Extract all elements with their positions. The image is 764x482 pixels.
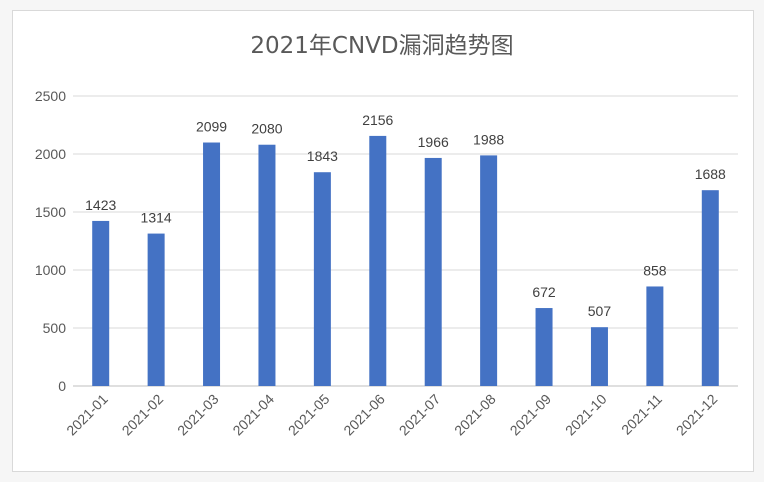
x-axis-ticks: 2021-01 2021-02 2021-03 2021-04 2021-05 2021-… bbox=[63, 391, 720, 439]
gridlines bbox=[73, 95, 738, 387]
x-tick-label: 2021-01 bbox=[63, 391, 111, 439]
x-tick-label: 2021-10 bbox=[562, 391, 610, 439]
data-label: 2080 bbox=[251, 121, 282, 137]
bar bbox=[147, 233, 165, 386]
data-label: 672 bbox=[532, 284, 556, 300]
data-label: 1423 bbox=[85, 197, 116, 213]
x-tick-label: 2021-12 bbox=[673, 391, 721, 439]
bar bbox=[480, 155, 498, 386]
data-label: 2099 bbox=[196, 119, 227, 135]
y-tick-label: 500 bbox=[43, 320, 67, 336]
y-tick-label: 0 bbox=[58, 378, 66, 394]
bar bbox=[701, 190, 719, 386]
x-tick-label: 2021-09 bbox=[507, 391, 555, 439]
x-tick-label: 2021-06 bbox=[340, 391, 388, 439]
data-label: 1688 bbox=[695, 166, 726, 182]
x-tick-label: 2021-03 bbox=[174, 391, 222, 439]
data-label: 507 bbox=[588, 303, 612, 319]
x-tick-label: 2021-05 bbox=[285, 391, 333, 439]
x-tick-label: 2021-08 bbox=[451, 391, 499, 439]
bar bbox=[646, 286, 664, 386]
bar bbox=[92, 220, 110, 386]
x-tick-label: 2021-07 bbox=[396, 391, 444, 439]
bar bbox=[203, 142, 221, 386]
data-labels: 1423 1314 2099 2080 1843 2156 1966 1988 672 507 85… bbox=[85, 112, 726, 319]
chart-title: 2021年CNVD漏洞趋势图 bbox=[250, 33, 514, 59]
bar bbox=[313, 172, 331, 386]
bar bbox=[590, 327, 608, 386]
x-tick-label: 2021-11 bbox=[618, 391, 665, 438]
bars bbox=[92, 135, 719, 386]
data-label: 1966 bbox=[418, 134, 449, 150]
data-label: 1314 bbox=[141, 210, 172, 226]
bar bbox=[258, 144, 276, 386]
data-label: 2156 bbox=[362, 112, 393, 128]
y-tick-label: 1000 bbox=[35, 262, 66, 278]
y-tick-label: 1500 bbox=[35, 204, 66, 220]
data-label: 1843 bbox=[307, 148, 338, 164]
y-tick-label: 2000 bbox=[35, 146, 66, 162]
bar bbox=[535, 308, 553, 386]
y-tick-label: 2500 bbox=[35, 88, 66, 104]
x-tick-label: 2021-04 bbox=[229, 391, 277, 439]
y-axis-ticks: 0 500 1000 1500 2000 2500 bbox=[35, 88, 66, 394]
data-label: 1988 bbox=[473, 131, 504, 147]
data-label: 858 bbox=[643, 262, 667, 278]
bar bbox=[369, 135, 387, 386]
x-tick-label: 2021-02 bbox=[119, 391, 167, 439]
bar bbox=[424, 157, 442, 386]
